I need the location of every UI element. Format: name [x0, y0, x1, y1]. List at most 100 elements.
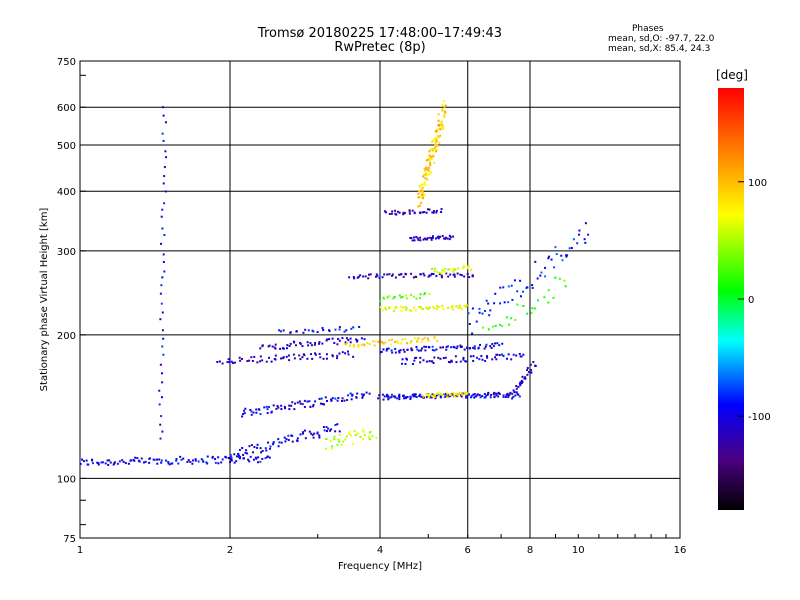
echo-point [337, 396, 340, 399]
echo-point [386, 393, 389, 396]
echo-point [447, 268, 450, 271]
echo-point [466, 267, 469, 270]
echo-point [435, 130, 438, 133]
echo-point [246, 452, 249, 455]
echo-point [361, 438, 364, 441]
echo-point [165, 459, 168, 462]
echo-point [163, 233, 166, 236]
echo-point [356, 340, 359, 343]
echo-point [303, 399, 306, 402]
echo-point [449, 268, 452, 271]
echo-point [578, 233, 581, 236]
echo-point [495, 358, 498, 361]
echo-point [244, 407, 247, 410]
echo-point [423, 181, 426, 184]
echo-point [514, 318, 517, 321]
echo-point [301, 403, 304, 406]
echo-point [260, 451, 263, 454]
echo-point [522, 304, 525, 307]
echo-point [392, 297, 395, 300]
echo-point [259, 460, 262, 463]
echo-point [466, 392, 469, 395]
echo-point [241, 415, 244, 418]
echo-point [265, 360, 268, 363]
echo-point [272, 404, 275, 407]
echo-point [175, 458, 178, 461]
echo-point [467, 265, 470, 268]
echo-point [423, 167, 426, 170]
echo-point [216, 360, 219, 363]
echo-point [436, 394, 439, 397]
echo-point [259, 360, 262, 363]
echo-point [473, 396, 476, 399]
echo-point [427, 308, 430, 311]
echo-point [524, 377, 527, 380]
echo-point [148, 457, 151, 460]
echo-point [484, 309, 487, 312]
echo-point [530, 312, 533, 315]
echo-point [405, 397, 408, 400]
echo-point [384, 306, 387, 309]
echo-point [472, 346, 475, 349]
echo-point [473, 347, 476, 350]
echo-point [433, 148, 436, 151]
echo-point [162, 139, 165, 142]
echo-point [252, 458, 255, 461]
echo-point [255, 457, 258, 460]
echo-point [517, 393, 520, 396]
echo-point [419, 356, 422, 359]
echo-point [319, 356, 322, 359]
echo-point [313, 343, 316, 346]
echo-point [322, 328, 325, 331]
echo-point [413, 393, 416, 396]
echo-point [445, 345, 448, 348]
echo-point [161, 345, 164, 348]
echo-point [161, 106, 164, 109]
echo-point [438, 392, 441, 395]
echo-point [432, 154, 435, 157]
echo-point [481, 358, 484, 361]
echo-point [530, 368, 533, 371]
echo-point [325, 447, 328, 450]
echo-point [519, 384, 522, 387]
echo-point [462, 356, 465, 359]
echo-point [457, 267, 460, 270]
echo-point [435, 211, 438, 214]
echo-point [460, 345, 463, 348]
echo-point [398, 211, 401, 214]
echo-point [376, 274, 379, 277]
echo-point [409, 342, 412, 345]
echo-point [418, 297, 421, 300]
echo-point [504, 396, 507, 399]
echo-point [136, 457, 139, 460]
echo-point [116, 462, 119, 465]
echo-point [345, 329, 348, 332]
echo-point [437, 392, 440, 395]
echo-point [298, 354, 301, 357]
echo-point [418, 195, 421, 198]
echo-point [434, 143, 437, 146]
echo-point [471, 274, 474, 277]
echo-point [232, 361, 235, 364]
echo-point [404, 294, 407, 297]
echo-point [437, 356, 440, 359]
echo-point [316, 331, 319, 334]
echo-point [118, 460, 121, 463]
echo-point [291, 401, 294, 404]
echo-point [304, 328, 307, 331]
echo-point [240, 357, 243, 360]
echo-point [331, 445, 334, 448]
echo-point [531, 286, 534, 289]
echo-point [398, 273, 401, 276]
echo-point [251, 360, 254, 363]
echo-point [104, 462, 107, 465]
echo-point [158, 403, 161, 406]
echo-point [496, 353, 499, 356]
echo-point [414, 393, 417, 396]
echo-point [420, 193, 423, 196]
echo-point [163, 166, 166, 169]
echo-point [490, 394, 493, 397]
echo-point [347, 394, 350, 397]
echo-point [388, 213, 391, 216]
echo-point [167, 462, 170, 465]
